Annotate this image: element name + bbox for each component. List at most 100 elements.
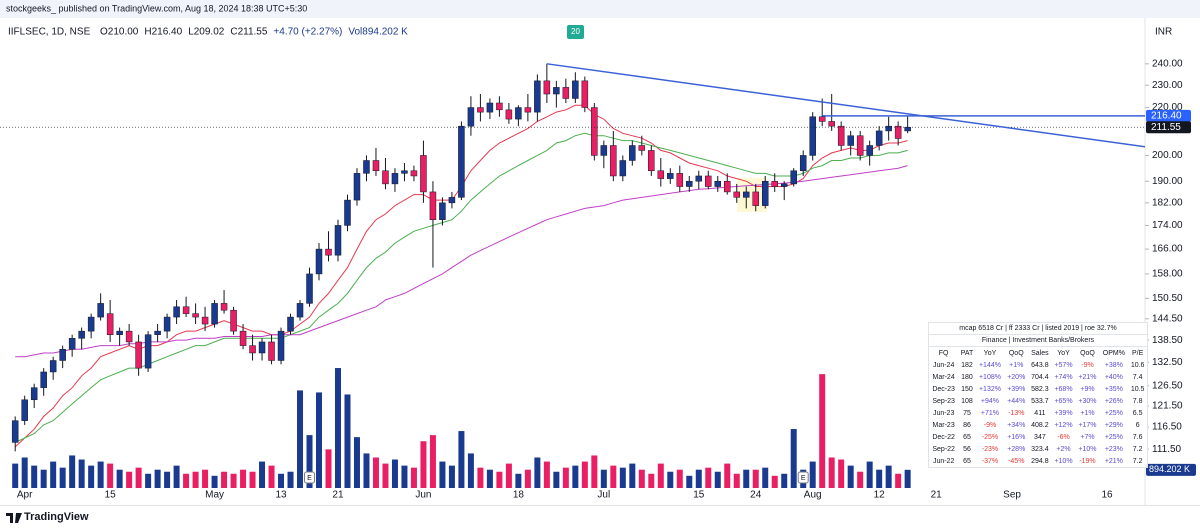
table-cell: +30%: [1078, 397, 1097, 405]
volume-bar: [145, 473, 152, 488]
candle-body: [515, 107, 522, 120]
x-tick-label: May: [205, 490, 224, 501]
y-tick-label: 220.00: [1152, 102, 1183, 113]
candle-body: [420, 155, 427, 193]
table-cell: 65: [963, 433, 971, 441]
table-cell: -45%: [1008, 457, 1025, 465]
volume-bar: [240, 469, 247, 488]
y-tick-label: 182.00: [1152, 197, 1183, 208]
candle-body: [135, 341, 142, 369]
table-cell: Dec-23: [932, 385, 955, 393]
event-box: [304, 471, 316, 484]
table-cell: 7.2: [1132, 445, 1143, 453]
y-tick-label: 174.00: [1152, 220, 1183, 231]
volume-bar: [382, 463, 389, 488]
table-cell: 411: [1034, 409, 1046, 417]
table-cell: Sep-22: [932, 445, 955, 453]
volume-bar: [733, 473, 740, 488]
candle-body: [686, 180, 693, 187]
volume-bar: [534, 457, 541, 488]
y-tick-label: 158.00: [1152, 269, 1183, 280]
ohlc-value: H216.40: [144, 27, 182, 38]
volume-bar: [847, 465, 854, 488]
column-header: P/E: [1131, 349, 1144, 357]
table-cell: +12%: [1054, 421, 1073, 429]
volume-bar: [657, 463, 664, 488]
table-cell: -13%: [1008, 409, 1025, 417]
table-cell: Jun-22: [932, 457, 955, 465]
volume-bar: [876, 469, 883, 488]
y-tick-label: 121.50: [1152, 401, 1183, 412]
candle-body: [477, 107, 484, 113]
candle-body: [125, 330, 133, 343]
candle-body: [268, 341, 275, 361]
volume-bar: [477, 467, 484, 488]
candle-body: [885, 125, 892, 132]
candle-body: [638, 145, 646, 151]
x-tick-label: 21: [931, 490, 943, 501]
candle-body: [705, 175, 712, 187]
candle-body: [904, 126, 911, 132]
table-row: Jun-22 65 -37% -45% 294.8 +10% -19% +21% 7.2: [929, 455, 1147, 467]
volume-label: 894.202 K: [1149, 464, 1190, 474]
volume-bar: [221, 471, 228, 488]
candle-body: [619, 160, 627, 177]
table-cell: 7.4: [1132, 373, 1143, 381]
candle-body: [761, 180, 769, 206]
table-cell: Sep-23: [932, 397, 955, 405]
volume-bar: [268, 465, 275, 488]
volume-bar: [705, 467, 712, 488]
table-cell: -37%: [981, 457, 999, 465]
candle-body: [325, 248, 332, 256]
volume-bar: [420, 441, 427, 488]
volume-bar: [895, 473, 902, 488]
table-cell: 294.8: [1031, 457, 1049, 465]
table-cell: +26%: [1104, 397, 1123, 405]
volume-bar: [448, 465, 455, 488]
volume-bar: [790, 429, 797, 488]
table-cell: +17%: [1078, 421, 1097, 429]
candle-body: [629, 145, 636, 161]
table-cell: 6.5: [1132, 409, 1143, 417]
candle-body: [534, 80, 541, 113]
y-tick-label: 116.50: [1152, 422, 1182, 433]
candle-body: [695, 175, 703, 182]
volume-bar: [107, 463, 114, 488]
y-tick-label: 126.50: [1152, 380, 1183, 391]
candle-body: [144, 334, 152, 369]
table-cell: -25%: [981, 433, 999, 441]
table-cell: +28%: [1007, 445, 1026, 453]
table-cell: +40%: [1104, 373, 1123, 381]
table-cell: 704.4: [1031, 373, 1049, 381]
volume-bar: [610, 465, 617, 488]
chart: stockgeeks_ published on TradingView.com…: [0, 0, 1200, 505]
table-cell: +39%: [1007, 385, 1026, 393]
table-cell: +2%: [1056, 445, 1071, 453]
candle-body: [21, 399, 28, 421]
table-cell: +57%: [1054, 361, 1073, 369]
candle-body: [106, 313, 114, 335]
candle-body: [562, 87, 570, 99]
table-cell: -9%: [1081, 361, 1094, 369]
summary: mcap 6518 Cr | ff 2333 Cr | listed 2019 …: [929, 323, 1147, 335]
x-tick-label: Apr: [17, 490, 33, 501]
volume-bar: [69, 455, 76, 488]
volume-bar: [828, 457, 835, 488]
volume-bar: [78, 459, 85, 488]
y-tick-label: 150.50: [1152, 293, 1183, 304]
table-cell: +38%: [1104, 361, 1123, 369]
column-header: PAT: [960, 349, 974, 357]
candle-body: [68, 338, 76, 350]
header-bar: [0, 0, 1200, 18]
candle-body: [192, 313, 199, 318]
price-label-box: [1146, 109, 1191, 122]
column-header: QoQ: [1008, 349, 1024, 357]
volume-bar: [410, 467, 417, 488]
table-row: Jun-24 182 +144% +1% 643.8 +57% -9% +38% 10.6: [929, 359, 1147, 371]
candle-body: [875, 130, 883, 146]
candle-body: [334, 225, 342, 256]
volume-bar: [202, 469, 209, 488]
candle-body: [856, 135, 864, 156]
column-header: QoQ: [1080, 349, 1095, 357]
